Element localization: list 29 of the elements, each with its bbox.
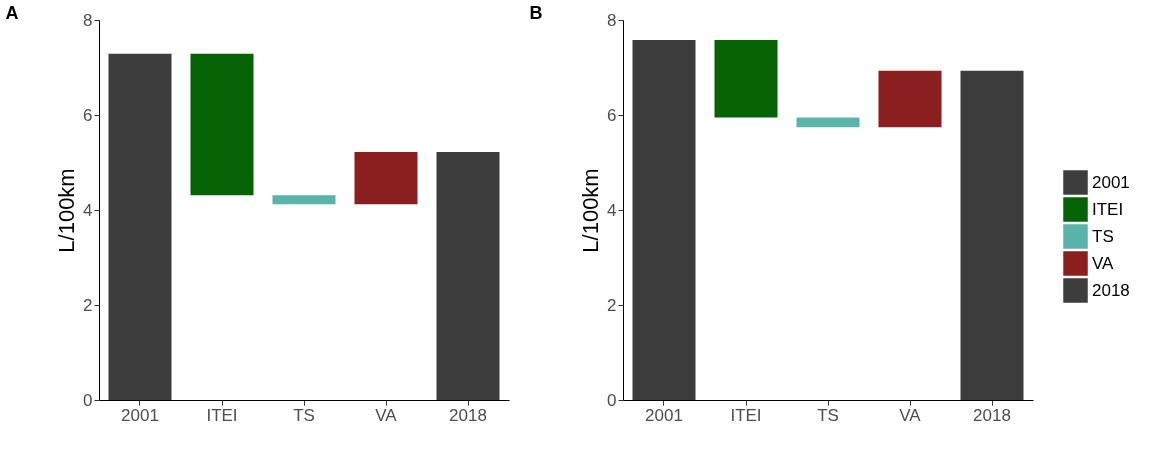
y-tick-label: 2 bbox=[607, 295, 617, 315]
y-tick-label: 8 bbox=[83, 10, 93, 30]
y-tick-label: 0 bbox=[83, 390, 93, 410]
y-axis-title: L/100km bbox=[578, 168, 604, 253]
legend-label: 2001 bbox=[1092, 172, 1130, 192]
y-tick-label: 0 bbox=[607, 390, 617, 410]
y-axis-title: L/100km bbox=[54, 168, 80, 253]
x-tick-label: TS bbox=[293, 405, 315, 425]
x-tick-label: VA bbox=[899, 405, 922, 425]
x-tick-label: 2001 bbox=[121, 405, 159, 425]
legend-label: 2018 bbox=[1092, 280, 1130, 300]
x-tick-label: ITEI bbox=[730, 405, 762, 425]
x-tick-label: ITEI bbox=[206, 405, 238, 425]
x-tick-label: 2018 bbox=[449, 405, 487, 425]
chart-title: B bbox=[529, 3, 543, 23]
y-tick-label: 2 bbox=[83, 295, 93, 315]
chart-title: A bbox=[5, 3, 19, 23]
x-tick-label: 2001 bbox=[645, 405, 683, 425]
x-tick-label: VA bbox=[375, 405, 398, 425]
y-tick-label: 4 bbox=[607, 200, 617, 220]
x-tick-label: 2018 bbox=[973, 405, 1011, 425]
y-tick-label: 6 bbox=[607, 105, 617, 125]
y-tick-label: 8 bbox=[607, 10, 617, 30]
x-tick-label: TS bbox=[817, 405, 839, 425]
y-tick-label: 6 bbox=[83, 105, 93, 125]
legend-label: ITEI bbox=[1092, 199, 1124, 219]
y-tick-label: 4 bbox=[83, 200, 93, 220]
legend-label: TS bbox=[1092, 226, 1114, 246]
legend-label: VA bbox=[1092, 253, 1115, 273]
